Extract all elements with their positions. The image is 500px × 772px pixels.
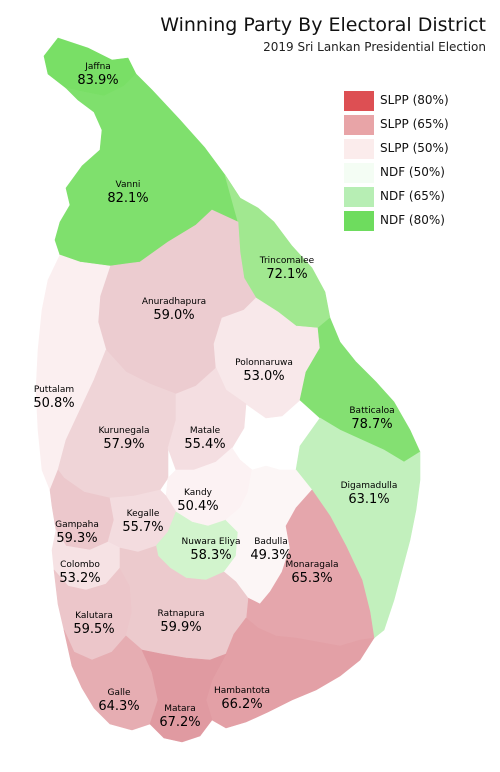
district-name: Polonnaruwa [235, 358, 293, 368]
label-kandy: Kandy 50.4% [177, 488, 218, 514]
label-monaragala: Monaragala 65.3% [286, 560, 339, 586]
district-matara[interactable] [141, 649, 227, 743]
district-name: Gampaha [55, 520, 99, 530]
legend-swatch [344, 139, 374, 159]
legend-label: SLPP (80%) [380, 93, 449, 107]
district-percent: 78.7% [351, 417, 393, 432]
label-hambantota: Hambantota 66.2% [214, 686, 270, 712]
district-name: Colombo [60, 560, 100, 570]
legend-label: SLPP (50%) [380, 141, 449, 155]
label-ratnapura: Ratnapura 59.9% [158, 609, 205, 635]
district-percent: 66.2% [221, 697, 263, 712]
label-matara: Matara 67.2% [159, 704, 200, 730]
label-polonnaruwa: Polonnaruwa 53.0% [235, 358, 293, 384]
legend-item-slpp-50: SLPP (50%) [344, 139, 474, 159]
legend-item-slpp-65: SLPP (65%) [344, 115, 474, 135]
district-name: Jaffna [85, 62, 111, 72]
district-percent: 58.3% [190, 548, 232, 563]
label-anuradhapura: Anuradhapura 59.0% [142, 297, 206, 323]
district-percent: 67.2% [159, 715, 201, 730]
label-batticaloa: Batticaloa 78.7% [349, 406, 394, 432]
map-subtitle: 2019 Sri Lankan Presidential Election [263, 40, 486, 54]
legend-swatch [344, 163, 374, 183]
district-hambantota[interactable] [205, 617, 375, 729]
legend-item-ndf-50: NDF (50%) [344, 163, 474, 183]
legend-swatch [344, 115, 374, 135]
district-name: Hambantota [213, 686, 271, 696]
label-kegalle: Kegalle 55.7% [122, 509, 163, 535]
label-digamadulla: Digamadulla 63.1% [341, 481, 398, 507]
legend-label: NDF (50%) [380, 165, 445, 179]
legend-swatch [344, 91, 374, 111]
label-matale: Matale 55.4% [184, 426, 225, 452]
district-name: Nuwara Eliya [181, 537, 241, 547]
district-name: Trincomalee [259, 256, 315, 266]
district-percent: 50.4% [177, 499, 219, 514]
district-percent: 53.0% [243, 369, 285, 384]
label-gampaha: Gampaha 59.3% [55, 520, 99, 546]
district-name: Digamadulla [340, 481, 398, 491]
label-kurunegala: Kurunegala 57.9% [98, 426, 149, 452]
district-name: Vanni [115, 180, 141, 190]
district-name: Monaragala [285, 560, 339, 570]
district-percent: 59.5% [73, 622, 115, 637]
district-name: Kegalle [126, 509, 160, 519]
district-percent: 83.9% [77, 73, 119, 88]
label-puttalam: Puttalam 50.8% [33, 385, 74, 411]
label-kalutara: Kalutara 59.5% [73, 611, 114, 637]
district-name: Badulla [254, 537, 288, 547]
district-name: Kurunegala [98, 426, 150, 436]
district-percent: 49.3% [250, 548, 292, 563]
district-percent: 55.7% [122, 520, 164, 535]
map-title: Winning Party By Electoral District [160, 14, 486, 36]
legend-item-ndf-80: NDF (80%) [344, 211, 474, 231]
district-percent: 53.2% [59, 571, 101, 586]
district-name: Matara [164, 704, 196, 714]
district-name: Batticaloa [349, 406, 395, 416]
district-name: Matale [189, 426, 221, 436]
district-name: Anuradhapura [141, 297, 207, 307]
legend-label: NDF (65%) [380, 189, 445, 203]
district-percent: 65.3% [291, 571, 333, 586]
label-jaffna: Jaffna 83.9% [77, 62, 118, 88]
label-badulla: Badulla 49.3% [250, 537, 291, 563]
legend-item-slpp-80: SLPP (80%) [344, 91, 474, 111]
district-percent: 55.4% [184, 437, 226, 452]
district-percent: 50.8% [33, 396, 75, 411]
district-polonnaruwa[interactable] [213, 297, 321, 419]
label-vanni: Vanni 82.1% [107, 180, 148, 206]
district-percent: 59.0% [153, 308, 195, 323]
legend-label: NDF (80%) [380, 213, 445, 227]
district-percent: 59.9% [160, 620, 202, 635]
district-name: Ratnapura [157, 609, 205, 619]
label-galle: Galle 64.3% [98, 688, 139, 714]
district-percent: 64.3% [98, 699, 140, 714]
district-percent: 82.1% [107, 191, 149, 206]
label-colombo: Colombo 53.2% [59, 560, 100, 586]
legend-label: SLPP (65%) [380, 117, 449, 131]
district-percent: 59.3% [56, 531, 98, 546]
legend-swatch [344, 187, 374, 207]
label-trincomalee: Trincomalee 72.1% [260, 256, 314, 282]
district-name: Kandy [183, 488, 212, 498]
district-percent: 63.1% [348, 492, 390, 507]
legend-item-ndf-65: NDF (65%) [344, 187, 474, 207]
district-percent: 57.9% [103, 437, 145, 452]
district-name: Galle [107, 688, 131, 698]
district-name: Puttalam [33, 385, 75, 395]
legend-swatch [344, 211, 374, 231]
district-percent: 72.1% [266, 267, 308, 282]
district-name: Kalutara [75, 611, 113, 621]
label-nuwara-eliya: Nuwara Eliya 58.3% [182, 537, 241, 563]
